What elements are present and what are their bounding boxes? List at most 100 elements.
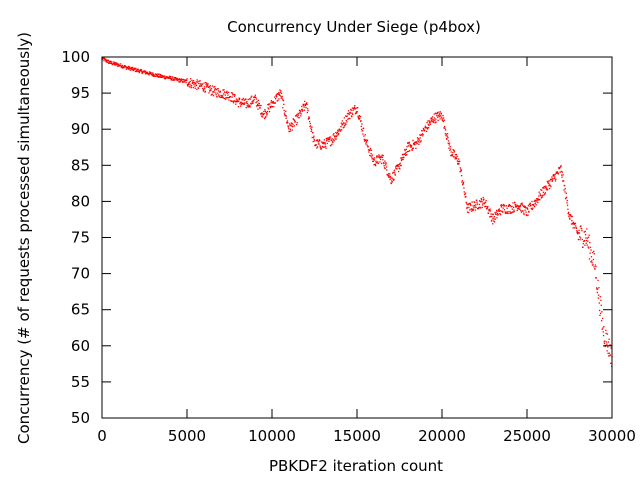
data-point (513, 206, 515, 208)
data-point (460, 170, 462, 172)
data-point (521, 210, 524, 212)
data-point (406, 146, 408, 148)
data-point (441, 118, 443, 120)
data-point (507, 212, 509, 215)
data-point (602, 331, 604, 333)
data-point (481, 204, 484, 206)
data-point (295, 115, 297, 117)
data-point (529, 205, 531, 207)
data-point (168, 77, 170, 80)
data-point (173, 79, 175, 81)
data-point (493, 216, 496, 218)
data-point (439, 111, 442, 113)
data-point (251, 101, 253, 103)
data-point (589, 241, 591, 244)
data-point (591, 262, 593, 264)
data-point (198, 82, 200, 85)
data-point (571, 220, 573, 222)
data-point (399, 162, 401, 164)
data-point (430, 117, 432, 120)
data-point (586, 244, 588, 246)
data-point (206, 82, 208, 84)
data-point (329, 136, 331, 138)
data-point (308, 117, 310, 120)
data-point (445, 133, 447, 135)
data-point (473, 207, 475, 209)
data-point (310, 128, 313, 131)
data-point (333, 135, 336, 137)
x-tick-label: 25000 (503, 427, 551, 445)
data-point (434, 112, 437, 114)
data-point (305, 107, 307, 109)
data-point (560, 165, 562, 167)
data-point (418, 141, 420, 143)
data-point (156, 75, 158, 78)
data-point (304, 104, 307, 107)
data-point (534, 202, 536, 205)
data-point (437, 119, 439, 122)
data-point (499, 210, 501, 212)
data-point (121, 64, 123, 67)
data-point (182, 81, 184, 83)
data-point (120, 65, 122, 67)
data-point (202, 90, 205, 92)
data-point (245, 98, 247, 100)
data-point (517, 206, 519, 208)
data-point (360, 128, 363, 131)
y-tick-label: 85 (71, 156, 90, 174)
data-point (319, 146, 322, 148)
data-point (411, 145, 413, 147)
data-point (396, 165, 399, 167)
data-point (103, 58, 105, 60)
data-point (388, 176, 391, 178)
data-point (414, 143, 416, 146)
data-point (160, 74, 162, 77)
data-point (574, 222, 577, 225)
data-point (117, 65, 119, 67)
data-point (221, 95, 223, 98)
data-point (161, 76, 163, 79)
data-point (293, 119, 295, 121)
data-point (165, 77, 168, 79)
data-point (581, 238, 583, 241)
data-point (128, 67, 130, 69)
data-point (487, 205, 489, 208)
data-point (366, 144, 368, 146)
data-point (404, 153, 407, 155)
data-point (546, 189, 548, 191)
data-point (479, 207, 482, 209)
data-point (474, 206, 476, 208)
data-point (607, 346, 609, 348)
data-point (444, 125, 446, 128)
data-point (589, 252, 591, 254)
data-point (199, 80, 201, 82)
data-point (341, 124, 343, 126)
data-point (404, 149, 406, 152)
data-point (209, 85, 212, 87)
data-point (478, 206, 480, 209)
data-point (601, 317, 604, 320)
data-point (372, 160, 374, 163)
data-point (334, 138, 336, 140)
data-point (159, 75, 161, 77)
data-point (145, 71, 148, 73)
x-tick-label: 10000 (248, 427, 296, 445)
data-point (198, 80, 200, 82)
data-point (110, 60, 112, 63)
data-point (389, 173, 391, 175)
data-point (234, 101, 237, 103)
data-point (261, 116, 264, 118)
data-point (247, 104, 250, 106)
data-point (535, 204, 537, 206)
data-point (313, 140, 316, 142)
data-point (603, 325, 605, 328)
data-point (338, 128, 341, 130)
data-point (123, 67, 125, 69)
data-point (531, 200, 533, 203)
data-point (251, 102, 254, 104)
data-point (342, 123, 344, 126)
data-point (188, 81, 190, 84)
data-point (357, 116, 360, 119)
data-point (243, 99, 246, 101)
